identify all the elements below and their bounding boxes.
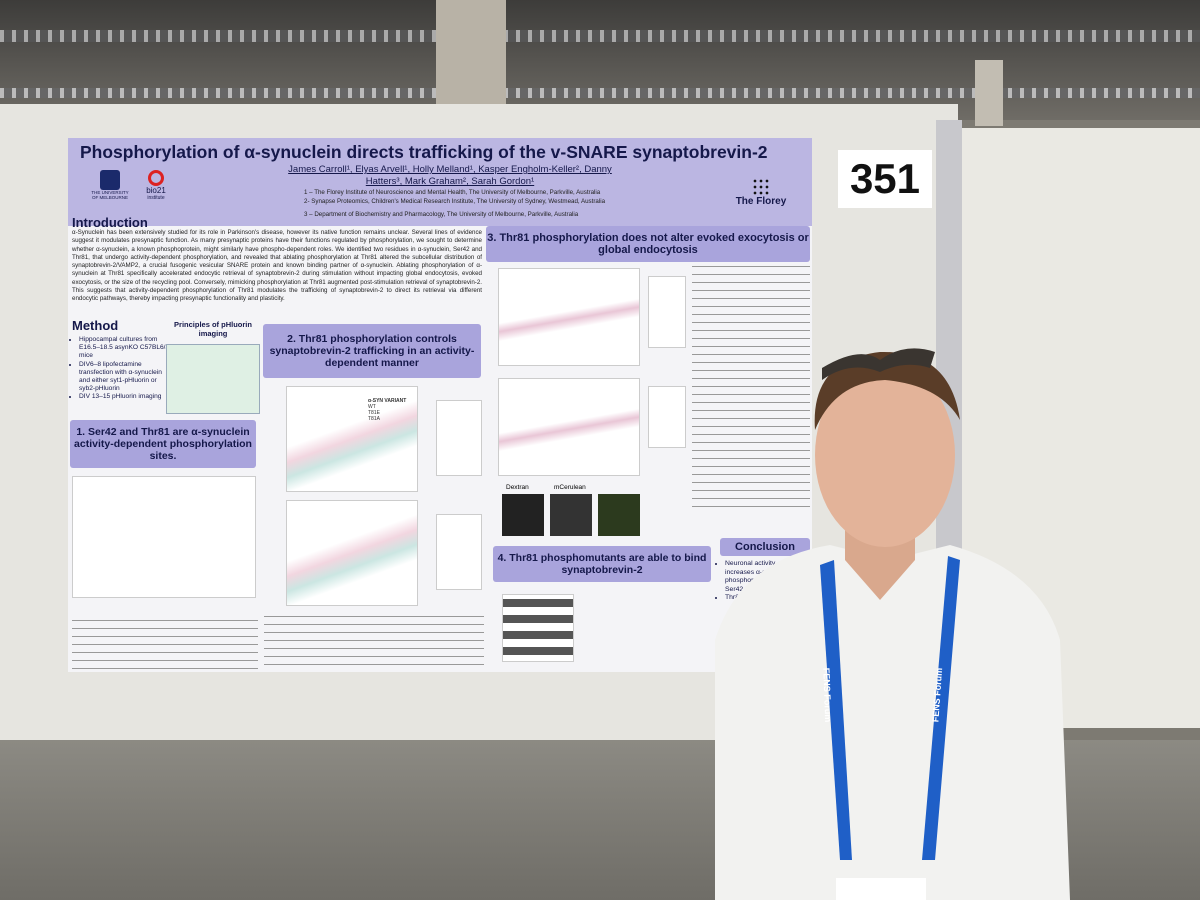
poster-title: Phosphorylation of α-synuclein directs t… [80, 142, 768, 162]
line-plot [498, 268, 640, 366]
caption-block [692, 264, 810, 514]
line-plot [498, 378, 640, 476]
poster: Phosphorylation of α-synuclein directs t… [68, 138, 812, 672]
lanyard-text: FENS Forum [821, 667, 834, 723]
truss [0, 88, 1200, 98]
section-banner: 3. Thr81 phosphorylation does not alter … [486, 226, 810, 262]
lanyard [922, 556, 960, 860]
intro-text: α-Synuclein has been extensively studied… [72, 229, 482, 303]
badge [836, 878, 926, 900]
method-item: Hippocampal cultures from E16.5–18.5 asy… [79, 336, 171, 361]
pillar [436, 0, 506, 112]
caption-block [264, 614, 484, 670]
method-item: DIV 13–15 pHluorin imaging [79, 393, 171, 401]
image-label: Dextran [506, 484, 529, 491]
legend-item: WT [368, 404, 376, 410]
phluorin-diagram [166, 344, 260, 414]
logo-bio21: bio21 institute [140, 170, 172, 201]
affiliation: 3 – Department of Biochemistry and Pharm… [304, 211, 579, 218]
affiliation: 2- Synapse Proteomics, Children's Medica… [304, 198, 606, 205]
section-heading: Method [72, 318, 119, 333]
caption-block [72, 618, 258, 670]
logo-text: institute [147, 195, 165, 201]
pillar [975, 60, 1003, 126]
dot-plot [436, 514, 482, 590]
dot-plot [648, 386, 686, 448]
chart-legend: α-SYN VARIANT WT T81E T81A [368, 398, 406, 422]
section-heading: Introduction [72, 215, 148, 230]
logo-florey: The Florey [728, 178, 794, 207]
authors: James Carroll¹, Elyas Arvell¹, Holly Mel… [288, 164, 612, 187]
section-banner: 1. Ser42 and Thr81 are α-synuclein activ… [70, 420, 256, 468]
legend-title: α-SYN VARIANT [368, 398, 407, 404]
section-banner: 2. Thr81 phosphorylation controls synapt… [263, 324, 481, 378]
legend-item: T81A [368, 416, 380, 422]
header-band [68, 138, 812, 226]
dot-plot [436, 400, 482, 476]
logo-melbourne: THE UNIVERSITY OF MELBOURNE [90, 170, 130, 200]
logo-text: The Florey [735, 196, 787, 207]
legend-item: T81E [368, 410, 380, 416]
section-banner: Conclusion [720, 538, 810, 556]
method-list: Hippocampal cultures from E16.5–18.5 asy… [70, 336, 171, 402]
shirt [715, 545, 1070, 900]
micrograph [598, 494, 640, 536]
micrograph [550, 494, 592, 536]
micrograph [502, 494, 544, 536]
figure-title: Principles of pHluorin imaging [174, 320, 252, 338]
face [815, 363, 955, 547]
dot-plot [72, 476, 256, 598]
hair [814, 351, 960, 430]
section-banner: 4. Thr81 phosphomutants are able to bind… [493, 546, 711, 582]
sunglasses [822, 348, 935, 380]
truss [0, 30, 1200, 42]
lanyard [820, 560, 852, 860]
method-item: DIV6–8 lipofectamine transfection with α… [79, 361, 171, 394]
line-plot [286, 386, 418, 492]
logo-text: bio21 [146, 186, 166, 195]
board-number: 351 [838, 150, 932, 208]
western-blot [502, 594, 574, 662]
affiliation: 1 – The Florey Institute of Neuroscience… [304, 189, 601, 196]
dot-plot [648, 276, 686, 348]
line-plot [286, 500, 418, 606]
logo-text: THE UNIVERSITY OF MELBOURNE [91, 190, 129, 200]
image-label: mCerulean [554, 484, 586, 491]
